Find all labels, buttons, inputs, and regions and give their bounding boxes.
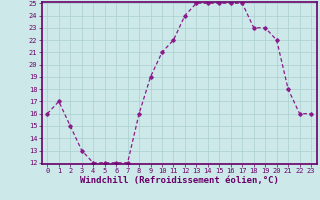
X-axis label: Windchill (Refroidissement éolien,°C): Windchill (Refroidissement éolien,°C): [80, 176, 279, 185]
